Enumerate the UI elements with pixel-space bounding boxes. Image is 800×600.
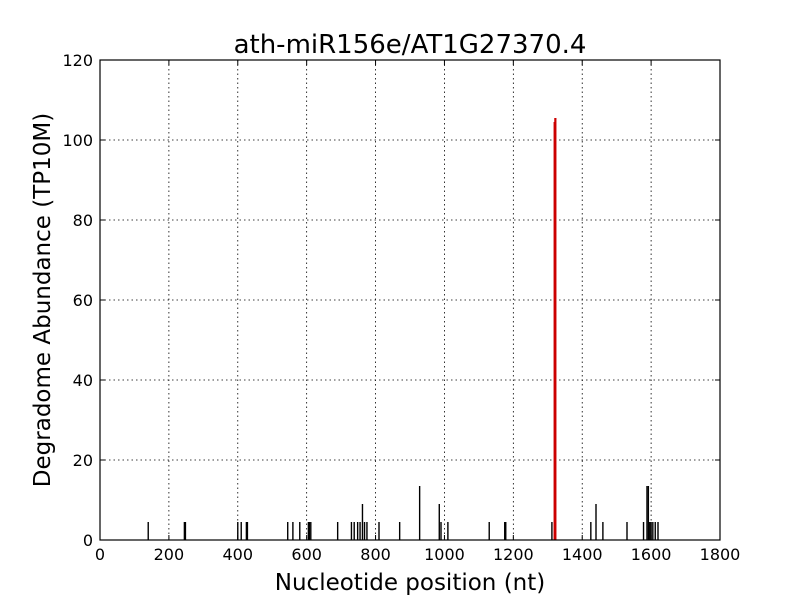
y-tick-label: 100 [62, 131, 93, 150]
x-tick-label: 1400 [562, 545, 603, 564]
x-tick-label: 200 [154, 545, 185, 564]
y-tick-label: 40 [73, 371, 93, 390]
x-tick-label: 1800 [700, 545, 741, 564]
x-axis-label: Nucleotide position (nt) [275, 570, 545, 596]
y-tick-label: 60 [73, 291, 93, 310]
y-axis-label: Degradome Abundance (TP10M) [30, 113, 56, 487]
x-tick-label: 1600 [631, 545, 672, 564]
y-tick-label: 120 [62, 51, 93, 70]
x-tick-label: 0 [95, 545, 105, 564]
x-tick-label: 1000 [424, 545, 465, 564]
x-tick-label: 800 [360, 545, 391, 564]
y-tick-label: 20 [73, 451, 93, 470]
x-tick-label: 1200 [493, 545, 534, 564]
x-tick-label: 400 [223, 545, 254, 564]
x-tick-label: 600 [291, 545, 322, 564]
y-tick-label: 0 [83, 531, 93, 550]
axis-ticks: 0 200 400 600 800 1000 1200 1400 1600 1800 0 20 40 60… [62, 51, 740, 564]
chart-title: ath-miR156e/AT1G27370.4 [234, 30, 587, 60]
bars [147, 118, 659, 540]
y-tick-label: 80 [73, 211, 93, 230]
grid-lines [99, 59, 721, 541]
